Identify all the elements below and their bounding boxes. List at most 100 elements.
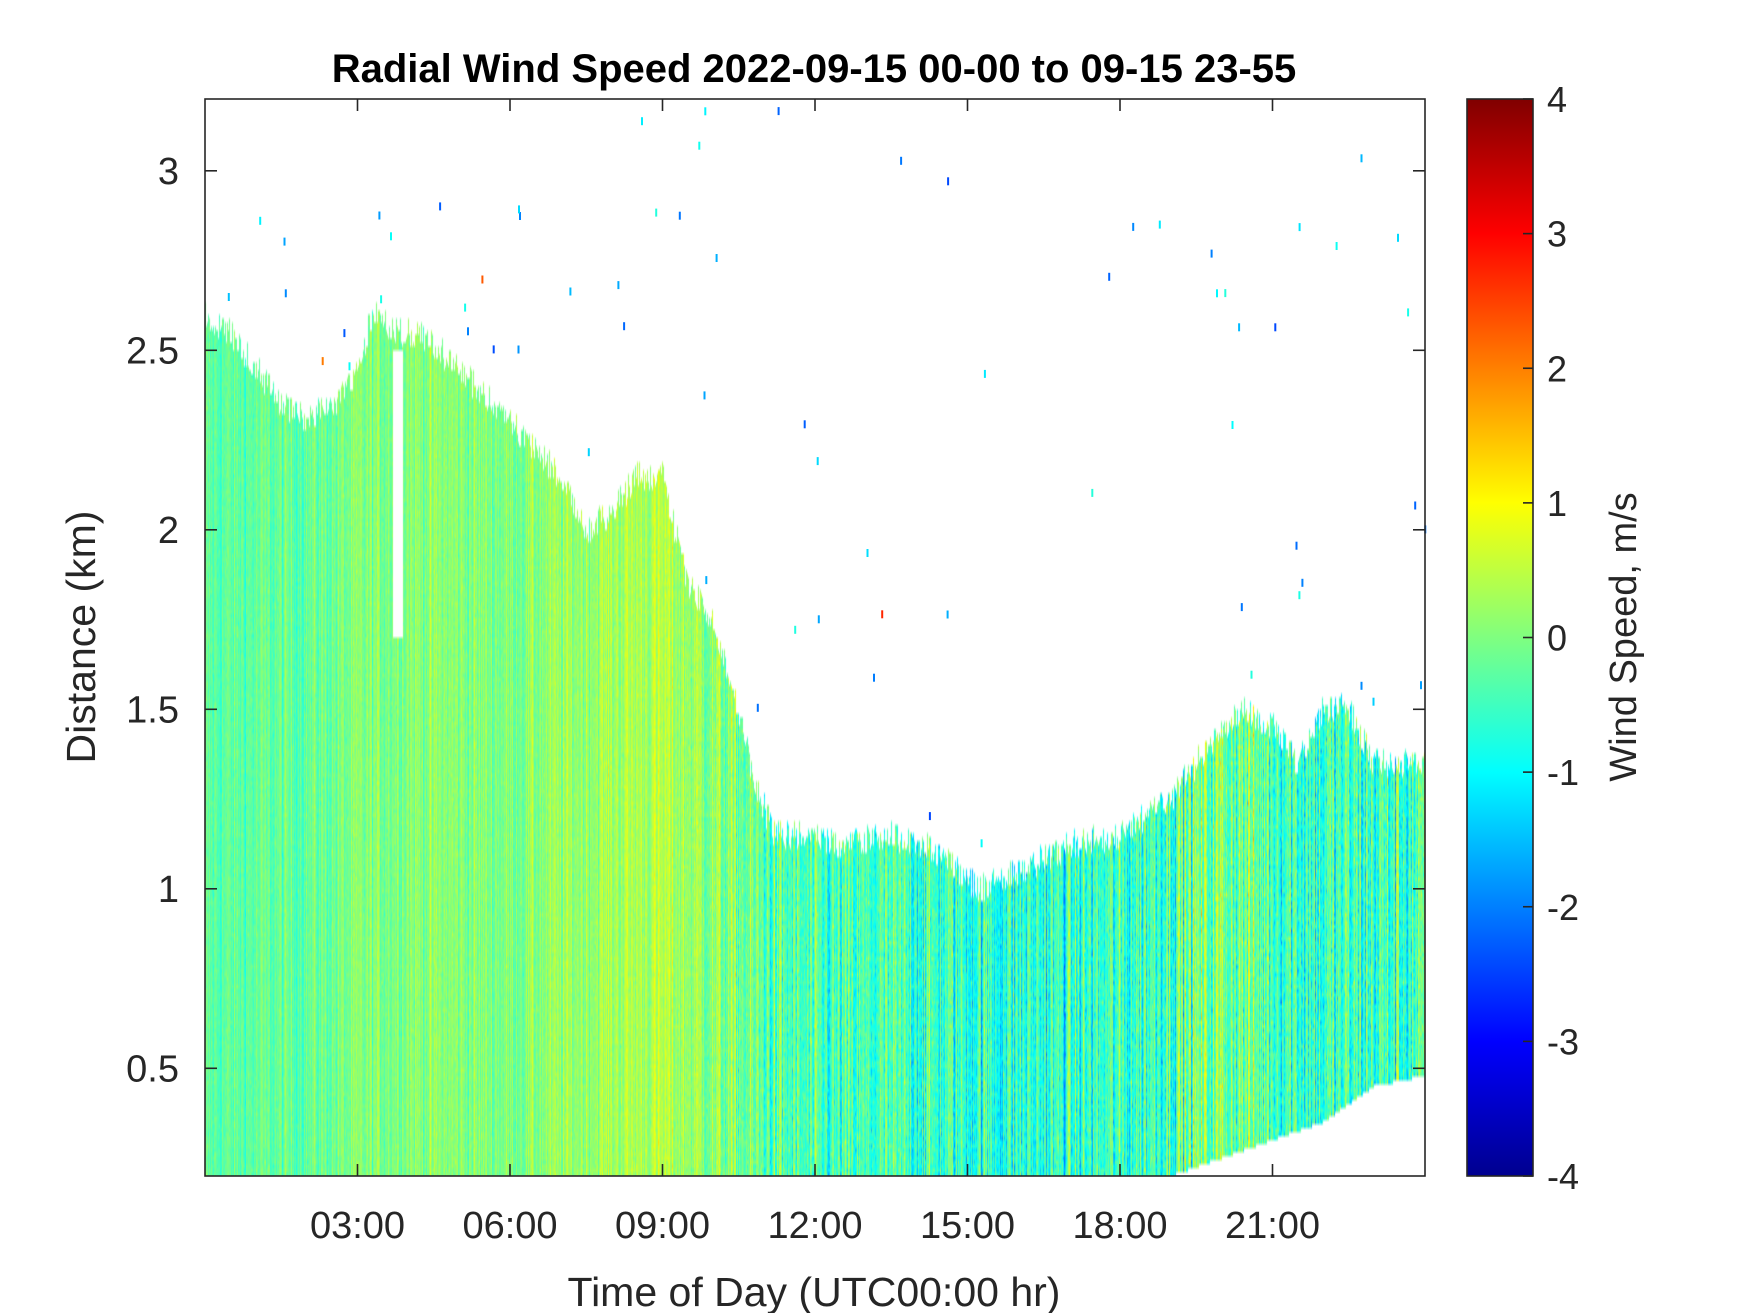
x-tick-label: 12:00 xyxy=(767,1205,862,1247)
colorbar: 4 3 2 1 0 -1 -2 -3 -4 xyxy=(1466,79,1579,1197)
y-tick-label: 3 xyxy=(158,151,179,193)
sparse-return xyxy=(321,357,324,366)
colorbar-tick-label: 0 xyxy=(1547,618,1567,659)
y-tick-label: 0.5 xyxy=(126,1048,179,1090)
sparse-return xyxy=(343,329,346,338)
colorbar-label: Wind Speed, m/s xyxy=(1603,492,1645,781)
sparse-return xyxy=(816,457,819,466)
sparse-return xyxy=(756,703,759,712)
sparse-return xyxy=(928,812,931,821)
sparse-return xyxy=(715,254,718,262)
sparse-return xyxy=(1397,233,1399,242)
colorbar-tick-label: 2 xyxy=(1547,348,1567,389)
sparse-return xyxy=(678,211,681,220)
x-tick-label: 03:00 xyxy=(310,1205,405,1247)
sparse-return xyxy=(283,237,286,246)
y-axis-ticks: 0.5 1 1.5 2 2.5 3 xyxy=(126,151,1425,1090)
sparse-return xyxy=(519,212,521,220)
wind-speed-heatmap xyxy=(205,99,1425,1176)
sparse-return xyxy=(1335,242,1338,250)
y-tick-label: 1 xyxy=(158,869,179,911)
sparse-high-altitude-returns xyxy=(227,107,1427,848)
sparse-return xyxy=(378,211,381,220)
sparse-return xyxy=(1238,323,1241,332)
sparse-return xyxy=(492,345,495,354)
sparse-return xyxy=(1295,541,1298,550)
sparse-return xyxy=(1414,501,1417,510)
x-tick-label: 09:00 xyxy=(615,1205,710,1247)
sparse-return xyxy=(587,448,590,457)
sparse-return xyxy=(623,322,626,331)
sparse-return xyxy=(518,205,520,214)
sparse-return xyxy=(467,327,469,336)
colorbar-tick-label: -2 xyxy=(1547,887,1579,928)
sparse-return xyxy=(705,576,708,585)
sparse-return xyxy=(1298,591,1301,600)
y-tick-label: 2.5 xyxy=(126,330,179,372)
sparse-return xyxy=(1210,249,1213,258)
sparse-return xyxy=(704,107,707,116)
sparse-return xyxy=(777,107,780,116)
sparse-return xyxy=(1216,289,1218,298)
sparse-return xyxy=(617,281,620,290)
sparse-return xyxy=(1298,223,1301,232)
sparse-return xyxy=(817,615,820,624)
sparse-return xyxy=(1360,154,1363,163)
sparse-return xyxy=(703,391,706,400)
sparse-return xyxy=(1091,488,1094,497)
sparse-return xyxy=(284,289,287,298)
sparse-return xyxy=(866,549,869,557)
sparse-return xyxy=(873,673,875,682)
y-tick-label: 1.5 xyxy=(126,689,179,731)
sparse-return xyxy=(1301,578,1304,587)
sparse-return xyxy=(1240,603,1243,612)
sparse-return xyxy=(1360,681,1363,690)
y-axis-label: Distance (km) xyxy=(58,511,104,764)
sparse-return xyxy=(1231,421,1234,429)
x-tick-label: 18:00 xyxy=(1072,1205,1167,1247)
sparse-return xyxy=(390,232,392,241)
sparse-return xyxy=(1372,697,1375,706)
sparse-return xyxy=(1274,323,1277,332)
colorbar-tick-label: -4 xyxy=(1547,1156,1579,1197)
plot-area xyxy=(204,98,1427,1177)
sparse-return xyxy=(983,369,986,378)
sparse-return xyxy=(946,610,949,619)
sparse-return xyxy=(803,420,806,429)
x-tick-label: 06:00 xyxy=(462,1205,557,1247)
sparse-return xyxy=(980,839,983,848)
sparse-return xyxy=(1224,289,1227,298)
sparse-return xyxy=(794,625,797,634)
chart-title: Radial Wind Speed 2022-09-15 00-00 to 09… xyxy=(332,47,1297,91)
colorbar-gradient xyxy=(1466,98,1534,1177)
sparse-return xyxy=(900,156,903,165)
colorbar-tick-label: -3 xyxy=(1547,1021,1579,1062)
sparse-return xyxy=(698,141,701,150)
sparse-return xyxy=(517,345,520,354)
sparse-return xyxy=(1108,272,1111,281)
colorbar-tick-label: 3 xyxy=(1547,214,1567,255)
sparse-return xyxy=(481,275,484,284)
y-tick-label: 2 xyxy=(158,510,179,552)
sparse-return xyxy=(641,117,643,126)
sparse-return xyxy=(881,610,884,619)
sparse-return xyxy=(1407,308,1410,317)
sparse-return xyxy=(1250,670,1253,679)
x-tick-label: 15:00 xyxy=(920,1205,1015,1247)
colorbar-tick-label: 1 xyxy=(1547,483,1567,524)
sparse-return xyxy=(569,287,572,296)
x-axis-label: Time of Day (UTC00:00 hr) xyxy=(568,1269,1061,1313)
x-axis-ticks: 03:00 06:00 09:00 12:00 15:00 18:00 21:00 xyxy=(310,99,1320,1247)
sparse-return xyxy=(227,293,230,301)
sparse-return xyxy=(380,295,383,304)
sparse-return xyxy=(464,303,467,312)
sparse-return xyxy=(1420,681,1422,690)
colorbar-tick-label: -1 xyxy=(1547,752,1579,793)
sparse-return xyxy=(655,208,658,217)
colorbar-ticks: 4 3 2 1 0 -1 -2 -3 -4 xyxy=(1523,79,1579,1197)
sparse-return xyxy=(947,177,950,186)
x-tick-label: 21:00 xyxy=(1225,1205,1320,1247)
colorbar-tick-label: 4 xyxy=(1547,79,1567,120)
sparse-return xyxy=(439,202,442,211)
